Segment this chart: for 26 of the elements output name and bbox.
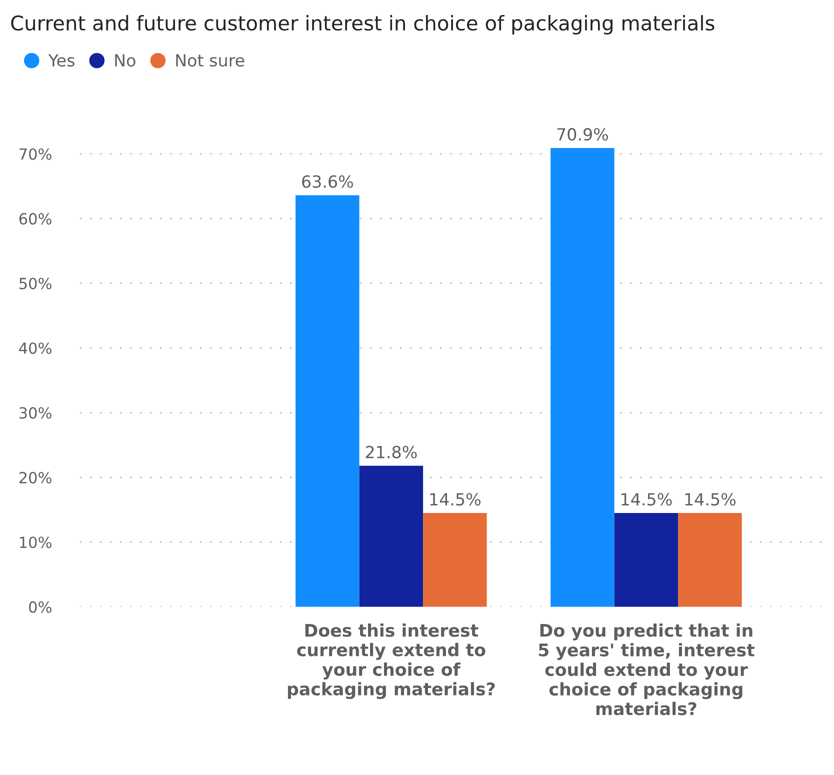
bar xyxy=(614,512,678,607)
data-label: 14.5% xyxy=(685,492,736,506)
y-tick-label: 60% xyxy=(19,213,52,225)
legend-label: Yes xyxy=(48,54,74,67)
legend-label: Not sure xyxy=(176,54,244,67)
y-tick-label: 50% xyxy=(20,278,52,290)
y-tick-label: 30% xyxy=(19,407,52,419)
data-label: 14.5% xyxy=(430,492,480,506)
bar xyxy=(550,148,614,607)
bar xyxy=(423,512,487,607)
bar xyxy=(678,512,742,607)
chart-title: Current and future customer interest in choice of packaging materials xyxy=(11,15,714,35)
data-label: 14.5% xyxy=(622,492,672,506)
bar xyxy=(296,195,360,607)
data-label: 63.6% xyxy=(302,175,353,188)
x-tick-label: Do you predict that in 5 years' time, interest could extend to your choice of packaging materials? xyxy=(538,623,754,716)
bar xyxy=(359,466,424,607)
y-tick-label: 20% xyxy=(19,472,52,484)
y-tick-label: 40% xyxy=(19,342,52,354)
data-label: 21.8% xyxy=(366,446,417,458)
y-tick-label: 10% xyxy=(20,536,52,548)
y-tick-label: 70% xyxy=(20,148,52,160)
legend-label: No xyxy=(115,54,136,67)
data-label: 70.9% xyxy=(557,128,608,141)
x-tick-label: Does this interest currently extend to your choice of packaging materials? xyxy=(288,623,495,700)
y-tick-label: 0% xyxy=(29,601,52,613)
